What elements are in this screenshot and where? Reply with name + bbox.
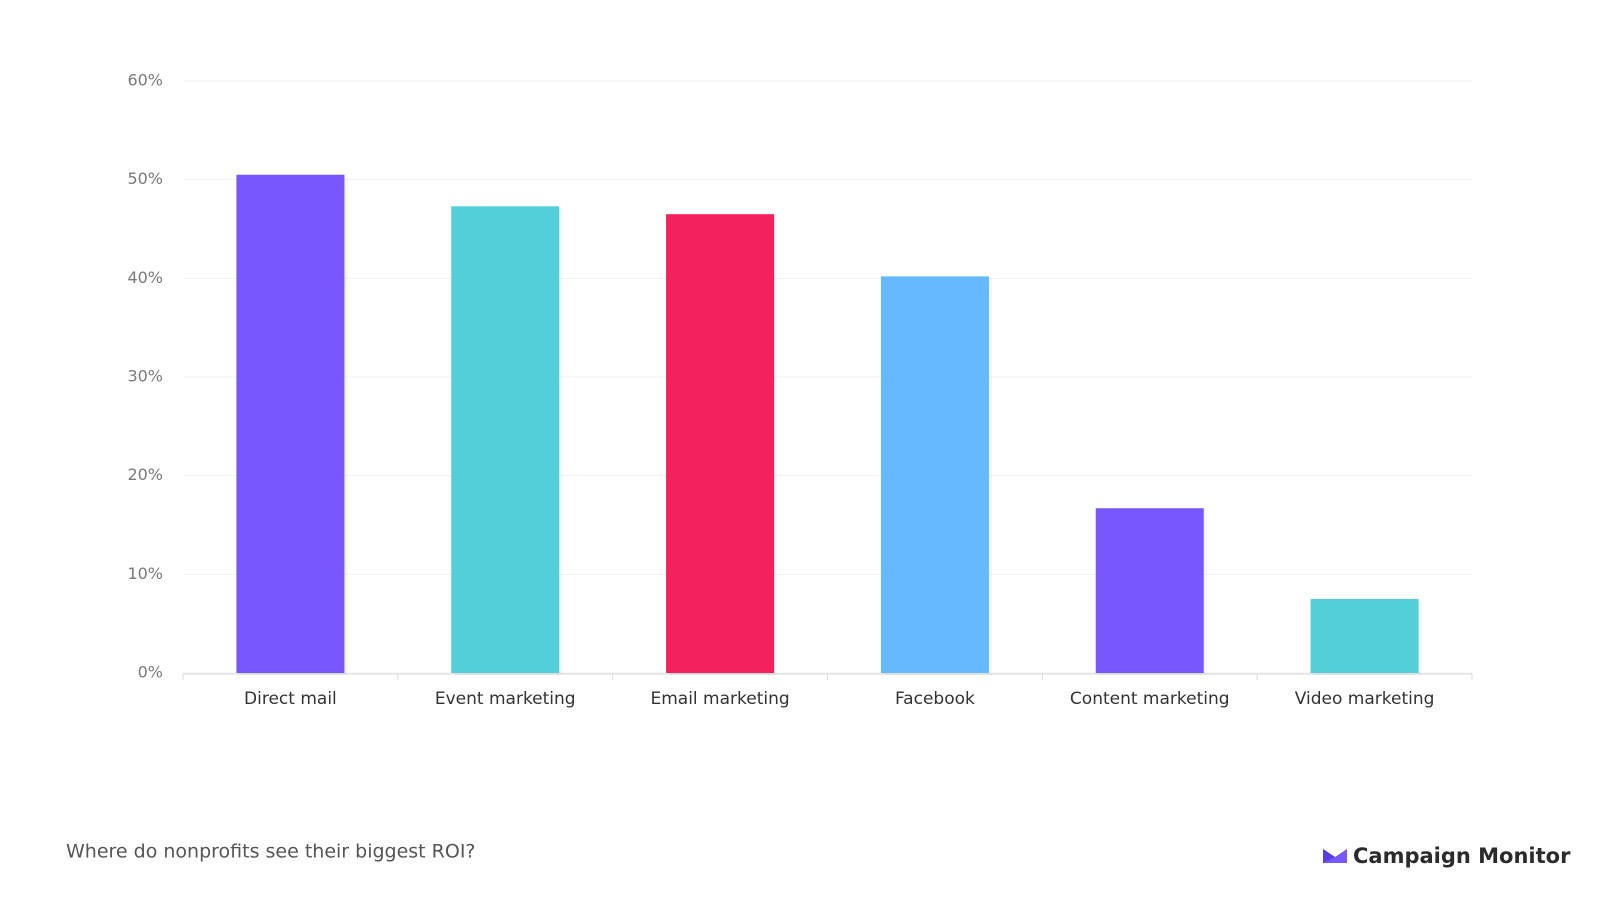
bar: [666, 214, 775, 673]
y-tick-label: 20%: [127, 465, 163, 484]
x-tick-label: Video marketing: [1295, 689, 1435, 709]
bar: [880, 276, 989, 673]
y-tick-label: 10%: [127, 564, 163, 583]
x-tick-label: Event marketing: [435, 689, 576, 709]
x-tick-label: Direct mail: [244, 689, 337, 709]
brand-name: Campaign Monitor: [1353, 844, 1571, 868]
bar: [236, 174, 345, 673]
x-tick-label: Email marketing: [650, 689, 789, 709]
y-tick-label: 60%: [127, 71, 163, 90]
y-tick-label: 40%: [127, 268, 163, 287]
y-tick-label: 50%: [127, 169, 163, 188]
bar: [1310, 599, 1419, 673]
caption: Where do nonprofits see their biggest RO…: [66, 841, 476, 863]
y-tick-label: 30%: [127, 367, 163, 386]
bar: [1095, 508, 1204, 673]
x-tick-label: Facebook: [895, 689, 975, 709]
brand-logo: Campaign Monitor: [1323, 844, 1571, 868]
bar: [451, 206, 560, 673]
y-tick-label: 0%: [138, 663, 163, 682]
x-tick-label: Content marketing: [1070, 689, 1230, 709]
logo-icon-shade: [1323, 849, 1335, 863]
